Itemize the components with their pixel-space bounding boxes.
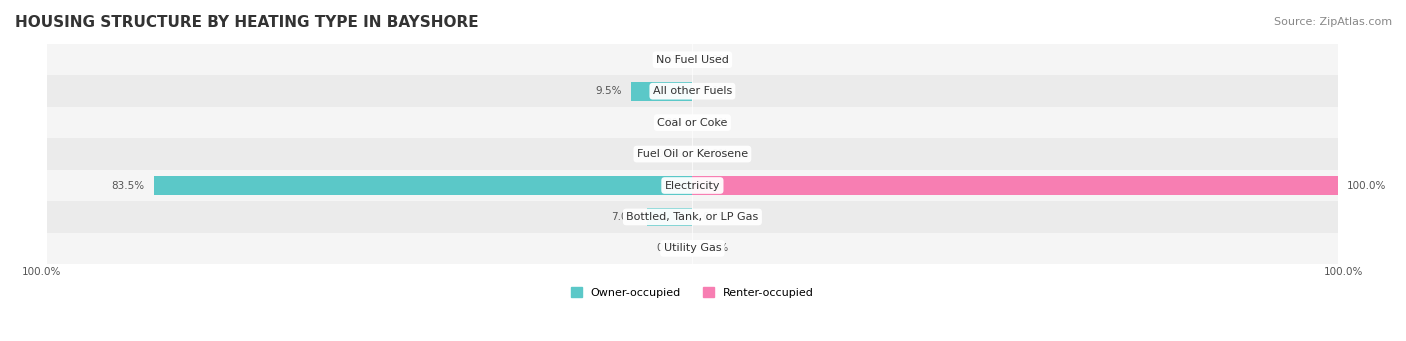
Text: 0.0%: 0.0% <box>702 55 728 65</box>
Bar <box>48 107 1337 138</box>
Text: 83.5%: 83.5% <box>111 180 143 191</box>
Text: 100.0%: 100.0% <box>1324 267 1364 277</box>
Text: 0.0%: 0.0% <box>702 86 728 96</box>
Bar <box>48 75 1337 107</box>
Bar <box>631 82 692 101</box>
Bar <box>48 201 1337 233</box>
Text: HOUSING STRUCTURE BY HEATING TYPE IN BAYSHORE: HOUSING STRUCTURE BY HEATING TYPE IN BAY… <box>15 15 478 30</box>
Text: 0.0%: 0.0% <box>657 55 683 65</box>
Bar <box>153 176 692 195</box>
Text: Source: ZipAtlas.com: Source: ZipAtlas.com <box>1274 17 1392 27</box>
Text: 0.0%: 0.0% <box>702 212 728 222</box>
Text: Fuel Oil or Kerosene: Fuel Oil or Kerosene <box>637 149 748 159</box>
Text: 0.0%: 0.0% <box>657 118 683 128</box>
Bar <box>647 208 692 226</box>
Text: 0.0%: 0.0% <box>702 149 728 159</box>
Text: 100.0%: 100.0% <box>1347 180 1386 191</box>
Text: 0.0%: 0.0% <box>702 118 728 128</box>
Text: All other Fuels: All other Fuels <box>652 86 733 96</box>
Bar <box>48 170 1337 201</box>
Bar <box>48 233 1337 264</box>
Text: No Fuel Used: No Fuel Used <box>657 55 728 65</box>
Text: 9.5%: 9.5% <box>595 86 621 96</box>
Text: 0.0%: 0.0% <box>657 243 683 253</box>
Legend: Owner-occupied, Renter-occupied: Owner-occupied, Renter-occupied <box>567 283 818 302</box>
Text: 0.0%: 0.0% <box>657 149 683 159</box>
Bar <box>48 138 1337 170</box>
Text: 0.0%: 0.0% <box>702 243 728 253</box>
Text: 100.0%: 100.0% <box>21 267 60 277</box>
Bar <box>48 44 1337 75</box>
Text: Bottled, Tank, or LP Gas: Bottled, Tank, or LP Gas <box>626 212 758 222</box>
Bar <box>692 176 1337 195</box>
Text: 7.0%: 7.0% <box>612 212 637 222</box>
Text: Electricity: Electricity <box>665 180 720 191</box>
Text: Coal or Coke: Coal or Coke <box>657 118 727 128</box>
Text: Utility Gas: Utility Gas <box>664 243 721 253</box>
